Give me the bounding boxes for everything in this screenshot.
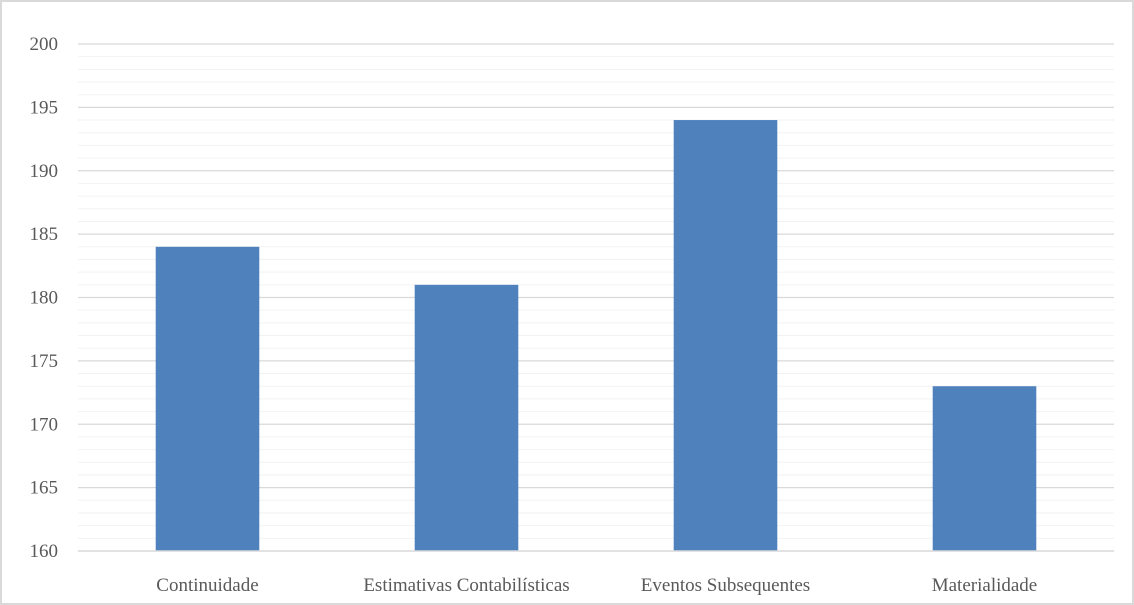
x-category-label: Eventos Subsequentes [641, 575, 810, 596]
y-tick-label: 165 [30, 478, 59, 499]
bar-materialidade [932, 386, 1037, 551]
x-category-label: Materialidade [932, 575, 1038, 596]
x-axis-category-labels: Continuidade Estimativas Contabilísticas E… [156, 575, 1037, 596]
x-category-label: Estimativas Contabilísticas [363, 575, 569, 596]
bar-estimativas-contabilísticas [414, 284, 519, 551]
x-category-label: Continuidade [156, 575, 258, 596]
bar-continuidade [155, 246, 260, 552]
y-tick-label: 190 [30, 161, 59, 182]
y-tick-label: 200 [30, 34, 59, 55]
y-tick-label: 185 [30, 224, 59, 245]
y-tick-label: 170 [30, 414, 59, 435]
y-axis-tick-labels: 160 165 170 175 180 185 190 195 200 [30, 34, 59, 562]
y-tick-label: 195 [30, 97, 59, 118]
bar-eventos-subsequentes [673, 120, 778, 552]
y-tick-label: 180 [30, 288, 59, 309]
y-tick-label: 160 [30, 541, 59, 562]
y-tick-label: 175 [30, 351, 59, 372]
bars [155, 120, 1037, 552]
